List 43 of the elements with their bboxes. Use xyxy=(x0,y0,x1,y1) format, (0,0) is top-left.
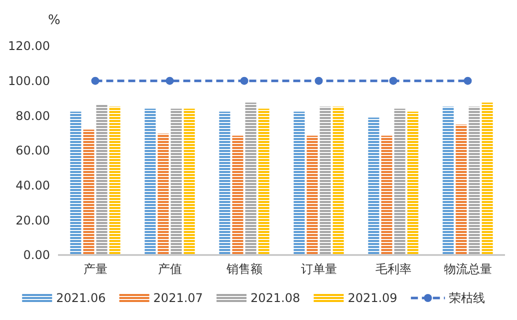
bar xyxy=(83,130,94,255)
bar xyxy=(96,104,108,255)
legend-label: 荣枯线 xyxy=(448,291,485,306)
bar xyxy=(320,106,331,255)
y-tick-label: 0.00 xyxy=(23,248,50,262)
x-tick-label: 产量 xyxy=(83,262,108,276)
y-tick-label: 100.00 xyxy=(8,74,50,88)
bar xyxy=(170,108,182,255)
bar xyxy=(381,136,392,255)
bar xyxy=(442,106,454,255)
bar xyxy=(394,108,406,255)
y-tick-label: 40.00 xyxy=(16,178,50,193)
y-tick-label: 120.00 xyxy=(8,39,50,54)
y-axis-title: % xyxy=(48,13,60,28)
bar xyxy=(482,102,493,255)
bar xyxy=(332,106,344,255)
x-tick-label: 毛利率 xyxy=(375,262,412,276)
x-tick-label: 物流总量 xyxy=(444,262,492,276)
bar xyxy=(158,134,169,255)
x-tick-label: 销售额 xyxy=(225,262,262,276)
bar xyxy=(407,112,418,255)
x-tick-label: 产值 xyxy=(158,262,182,276)
bar xyxy=(232,136,244,255)
bar xyxy=(184,108,195,255)
bar xyxy=(368,118,380,255)
bar xyxy=(70,112,82,255)
bar xyxy=(306,136,318,255)
y-tick-label: 20.00 xyxy=(16,213,50,228)
bar xyxy=(294,112,305,255)
legend-label: 2021.09 xyxy=(348,291,398,306)
bar xyxy=(109,106,120,255)
x-tick-label: 订单量 xyxy=(300,262,337,276)
y-tick-label: 80.00 xyxy=(16,108,50,123)
bar xyxy=(258,108,270,255)
bar xyxy=(468,106,480,255)
bar xyxy=(219,112,230,255)
legend-label: 2021.06 xyxy=(56,291,106,306)
legend-label: 2021.08 xyxy=(250,291,300,306)
bar xyxy=(245,102,256,255)
bar xyxy=(456,124,467,255)
legend-label: 2021.07 xyxy=(153,291,203,306)
y-tick-label: 60.00 xyxy=(16,144,50,158)
bar xyxy=(144,108,156,255)
